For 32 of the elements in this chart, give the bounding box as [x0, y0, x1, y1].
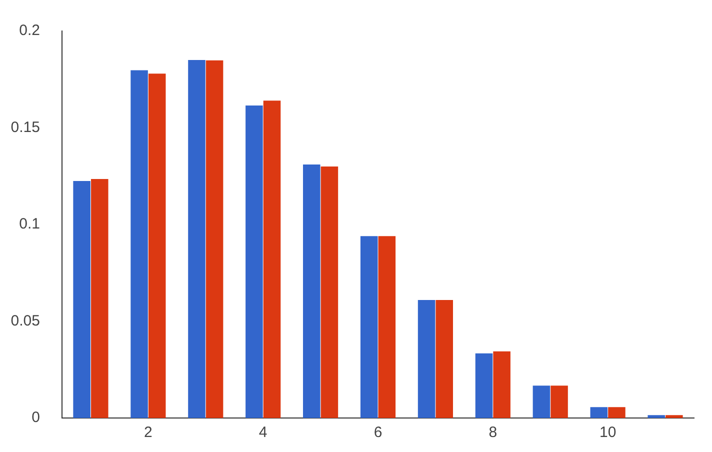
bar	[608, 407, 626, 418]
bar	[188, 60, 206, 418]
bar	[360, 236, 378, 418]
x-tick-label: 4	[258, 424, 268, 442]
bar	[436, 300, 453, 418]
bar	[206, 60, 224, 418]
bar	[303, 164, 320, 418]
bar	[590, 407, 608, 418]
x-tick-label: 2	[144, 424, 152, 442]
bar	[73, 180, 90, 418]
bar	[246, 106, 263, 418]
y-tick-label: 0.15	[10, 118, 40, 136]
bar	[666, 415, 683, 418]
bar	[418, 300, 436, 418]
x-tick-label: 10	[599, 424, 616, 442]
bar	[90, 179, 108, 418]
bar	[475, 353, 493, 418]
bar	[263, 100, 281, 418]
bar	[148, 74, 166, 418]
bar	[130, 70, 148, 418]
bar	[550, 386, 568, 418]
y-tick-label: 0.1	[19, 216, 40, 233]
bar	[532, 386, 550, 418]
bar	[648, 415, 666, 418]
y-tick-label: 0.05	[10, 312, 40, 330]
bar	[320, 166, 338, 418]
y-tick-label: 0.2	[19, 22, 40, 40]
bar	[493, 351, 510, 418]
x-tick-label: 6	[374, 424, 382, 442]
x-tick-label: 8	[488, 424, 498, 442]
bar	[378, 236, 396, 418]
y-tick-label: 0	[32, 409, 40, 426]
